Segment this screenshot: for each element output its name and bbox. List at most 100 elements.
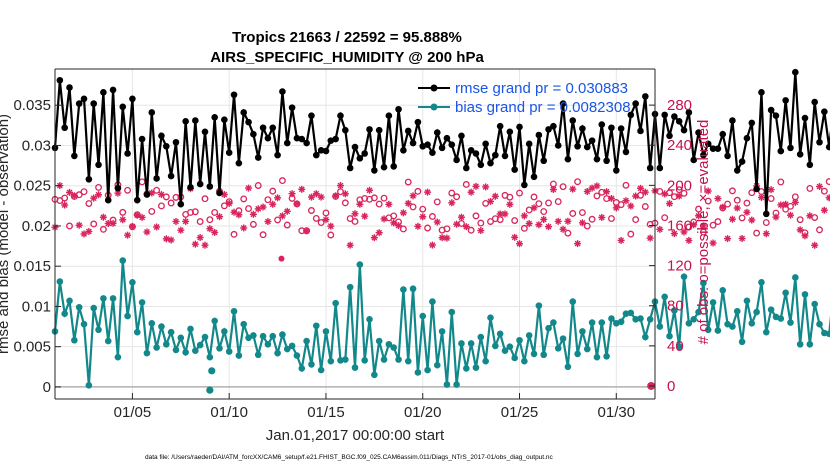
obs-evaluated-marker — [240, 224, 248, 232]
obs-possible-marker — [245, 205, 252, 213]
bias-point — [569, 298, 577, 305]
obs-evaluated-marker — [177, 226, 185, 234]
rmse-point — [801, 114, 809, 122]
right-axis-ticks: 0 40 80 120 160 200 240 280 — [649, 97, 692, 395]
obs-possible-marker — [158, 202, 165, 210]
obs-possible-marker — [641, 203, 649, 210]
obs-evaluated-marker — [424, 188, 432, 196]
bias-point — [361, 357, 368, 364]
obs-possible-marker — [816, 226, 823, 234]
rmse-point — [201, 128, 209, 136]
obs-possible-marker — [453, 193, 461, 201]
bias-point — [545, 324, 552, 332]
obs-evaluated-marker — [791, 198, 799, 206]
bias-point — [704, 326, 712, 334]
bias-point — [530, 350, 538, 358]
y-tick-label-left: 0.015 — [13, 258, 51, 275]
y-tick-label-left: 0.025 — [13, 178, 51, 195]
bias-point — [342, 356, 349, 363]
bias-point — [380, 356, 388, 363]
y-tick-label-left: 0.035 — [13, 97, 51, 114]
rmse-point — [298, 135, 306, 143]
bias-point — [279, 331, 286, 338]
bias-point — [356, 261, 364, 268]
bias-point — [617, 318, 625, 326]
obs-evaluated-marker — [777, 201, 785, 209]
bias-point — [293, 352, 301, 359]
rmse-point — [153, 175, 160, 182]
obs-possible-marker — [728, 187, 736, 195]
y-tick-label-right: 40 — [667, 338, 684, 355]
rmse-point — [617, 125, 625, 132]
bias-point — [787, 319, 794, 326]
obs-possible-marker — [787, 202, 794, 210]
bias-point — [206, 353, 214, 361]
obs-possible-marker — [99, 225, 107, 233]
bias-point — [501, 347, 509, 355]
obs-possible-marker — [806, 184, 814, 192]
bias-point — [424, 366, 431, 374]
obs-evaluated-marker — [370, 234, 378, 242]
rmse-point — [259, 124, 267, 132]
bias-point — [100, 295, 107, 302]
obs-evaluated-marker — [428, 241, 436, 249]
bias-point — [680, 273, 688, 280]
rmse-point — [390, 163, 398, 170]
rmse-point — [332, 135, 339, 143]
obs-evaluated-marker — [283, 207, 291, 215]
bias-point — [177, 334, 185, 342]
obs-evaluated-marker — [607, 194, 615, 202]
rmse-point — [114, 184, 122, 192]
obs-evaluated-marker — [482, 183, 490, 191]
bias-point — [85, 382, 93, 389]
obs-evaluated-marker — [395, 222, 403, 230]
rmse-point — [496, 122, 504, 130]
obs-possible-marker — [230, 230, 238, 238]
obs-evaluated-marker — [559, 225, 567, 233]
bias-point — [671, 307, 678, 314]
rmse-point — [482, 140, 489, 148]
rmse-point — [211, 113, 218, 121]
obs-possible-marker — [796, 216, 804, 224]
bias-point — [75, 303, 83, 311]
obs-possible-marker — [80, 188, 88, 196]
legend-rmse-marker — [430, 84, 438, 92]
bias-point — [743, 297, 751, 305]
rmse-point — [196, 180, 204, 188]
rmse-point — [269, 124, 277, 132]
rmse-point — [342, 126, 349, 134]
obs-possible-marker — [588, 215, 596, 223]
obs-possible-marker — [535, 200, 543, 208]
bias-point — [250, 332, 257, 339]
obs-possible-marker — [90, 220, 98, 228]
obs-evaluated-marker — [554, 217, 562, 225]
bias-point — [385, 340, 393, 348]
rmse-point — [85, 175, 93, 183]
bias-point — [390, 344, 398, 351]
obs-evaluated-marker — [680, 228, 688, 236]
rmse-point — [530, 173, 538, 181]
rmse-point — [467, 146, 475, 154]
y-tick-label-right: 280 — [667, 97, 692, 114]
obs-evaluated-marker — [182, 217, 190, 225]
rmse-point — [583, 143, 591, 151]
bias-point — [153, 344, 160, 351]
obs-evaluated-marker — [545, 223, 553, 231]
x-tick-label: 01/10 — [210, 404, 248, 421]
rmse-point — [424, 141, 431, 148]
obs-evaluated-marker — [269, 200, 277, 208]
rmse-point — [129, 95, 136, 103]
obs-evaluated-marker — [235, 211, 243, 219]
obs-possible-marker — [187, 208, 194, 216]
obs-possible-marker — [172, 193, 180, 201]
obs-possible-marker — [554, 198, 562, 206]
obs-possible-marker — [695, 205, 702, 213]
obs-possible-marker — [627, 230, 635, 238]
obs-possible-marker — [791, 193, 799, 201]
rmse-point — [574, 142, 581, 150]
obs-possible-marker — [714, 218, 722, 226]
obs-evaluated-marker — [472, 182, 480, 190]
obs-possible-marker — [753, 229, 761, 237]
bias-point — [182, 349, 189, 356]
rmse-point — [501, 152, 509, 160]
